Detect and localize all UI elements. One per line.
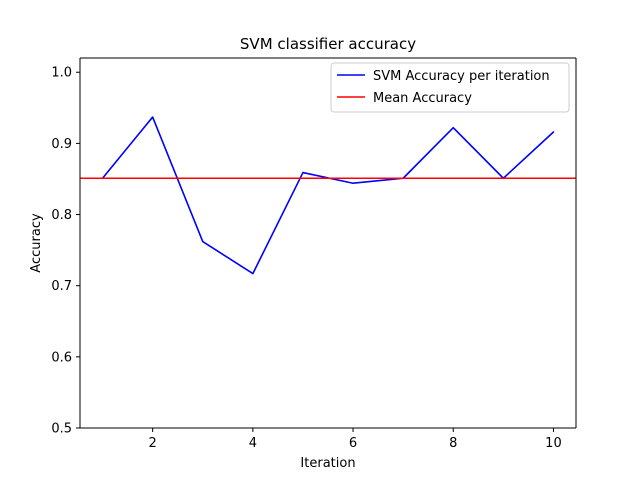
y-tick-label-4: 0.9 [51,137,72,152]
legend: SVM Accuracy per iteration Mean Accuracy [331,63,569,112]
x-tick-label-2: 6 [349,436,357,451]
legend-label-svm: SVM Accuracy per iteration [373,69,550,84]
y-tick-label-2: 0.7 [51,279,72,294]
x-tick-label-1: 4 [249,436,257,451]
chart-title: SVM classifier accuracy [240,35,416,53]
x-tick-label-0: 2 [149,436,157,451]
x-tick-label-3: 8 [449,436,457,451]
y-tick-label-3: 0.8 [51,208,72,223]
y-tick-label-0: 0.5 [51,422,72,437]
y-tick-label-5: 1.0 [51,66,72,81]
plot-area [80,58,576,428]
legend-label-mean: Mean Accuracy [373,91,472,106]
x-axis-label: Iteration [300,456,355,471]
y-tick-label-1: 0.6 [51,350,72,365]
y-axis-label: Accuracy [29,213,44,273]
plot-background [80,58,576,428]
x-tick-label-4: 10 [545,436,562,451]
